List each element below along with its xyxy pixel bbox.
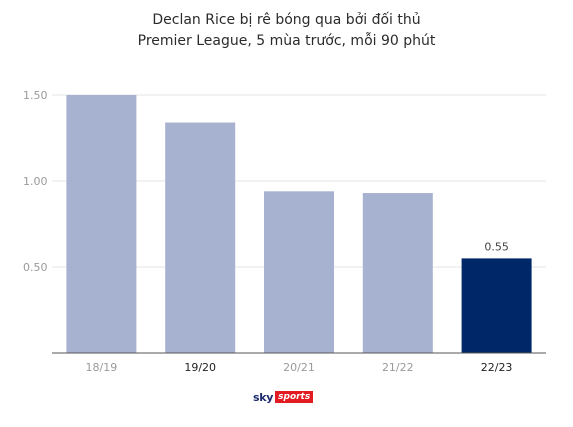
y-tick-label: 1.00: [23, 175, 48, 188]
chart-title: Declan Rice bị rê bóng qua bởi đối thủ: [152, 12, 421, 28]
chart-subtitle: Premier League, 5 mùa trước, mỗi 90 phút: [137, 33, 436, 49]
bar: [66, 95, 137, 353]
sky-logo-text: sky: [253, 390, 274, 404]
x-tick-label: 22/23: [481, 361, 513, 374]
data-label: 0.55: [484, 240, 509, 253]
y-tick-label: 1.50: [23, 89, 48, 102]
bar: [362, 193, 433, 353]
labels-layer: 0.50 1.00 1.50 18/19 19/20 20/21 21/22 0.55 22/2…: [23, 89, 546, 374]
sky-sports-logo: sky sports: [253, 390, 314, 404]
bar: [264, 191, 334, 353]
x-tick-label: 18/19: [86, 361, 118, 374]
chart-title-block: Declan Rice bị rê bóng qua bởi đối thủ P…: [0, 10, 573, 52]
sports-logo-badge: sports: [275, 391, 314, 403]
x-tick-label: 20/21: [283, 361, 315, 374]
bar: [461, 258, 532, 353]
y-tick-label: 0.50: [23, 261, 48, 274]
x-tick-label: 21/22: [382, 361, 414, 374]
bar: [165, 122, 236, 354]
bars-layer: [66, 95, 532, 354]
x-tick-label: 19/20: [184, 361, 216, 374]
